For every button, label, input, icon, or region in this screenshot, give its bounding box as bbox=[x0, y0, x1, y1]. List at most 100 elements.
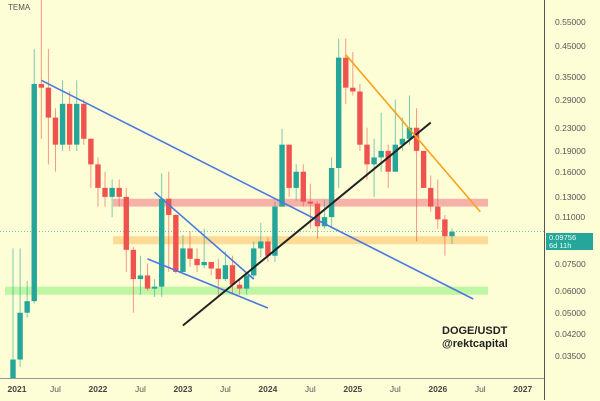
candle bbox=[449, 231, 455, 237]
price-tick-label: 0.35000 bbox=[555, 71, 586, 82]
price-tick-label: 0.07500 bbox=[555, 258, 586, 269]
candle bbox=[215, 268, 222, 280]
candle bbox=[187, 248, 193, 259]
price-tick-label: 0.05000 bbox=[555, 307, 586, 318]
candle bbox=[251, 248, 257, 276]
current-price-tag: 0.09756 6d 11h bbox=[546, 233, 593, 250]
candle bbox=[45, 87, 52, 118]
candlestick-chart bbox=[0, 0, 544, 378]
candle bbox=[265, 241, 271, 256]
resistance-zone bbox=[113, 198, 488, 207]
macro-downtrend-trendline[interactable] bbox=[40, 79, 474, 300]
candle bbox=[442, 219, 448, 237]
candle bbox=[59, 103, 66, 145]
time-tick-label: Jul bbox=[135, 384, 146, 394]
candle bbox=[420, 150, 427, 188]
candle bbox=[95, 164, 101, 188]
candle bbox=[413, 127, 420, 151]
price-tick-label: 0.11000 bbox=[555, 212, 586, 223]
candle bbox=[17, 312, 23, 360]
candle bbox=[10, 359, 16, 378]
candle bbox=[151, 286, 158, 289]
chart-plot-area[interactable]: TEMA DOGE/USDT @rektcapital bbox=[0, 0, 544, 378]
candle bbox=[428, 187, 434, 207]
price-axis[interactable]: 0.55000 0.45000 0.35000 0.29000 0.23000 0.190… bbox=[544, 0, 600, 400]
price-tick-label: 0.19000 bbox=[555, 145, 586, 156]
candle bbox=[371, 157, 377, 165]
candle bbox=[137, 275, 144, 280]
price-tick-label: 0.04200 bbox=[555, 328, 586, 339]
candle bbox=[378, 150, 384, 158]
candle-countdown: 6d 11h bbox=[549, 241, 572, 250]
candle bbox=[272, 206, 278, 256]
candle bbox=[74, 103, 80, 145]
candle bbox=[307, 201, 314, 204]
price-tick-label: 0.29000 bbox=[555, 94, 586, 105]
time-tick-label: Jul bbox=[389, 384, 401, 394]
2025-downtrend-trendline[interactable] bbox=[345, 54, 481, 213]
candle bbox=[258, 241, 264, 249]
candle bbox=[109, 187, 115, 197]
time-tick-label: 2027 bbox=[513, 384, 533, 394]
time-tick-label: 2026 bbox=[428, 384, 448, 394]
candle bbox=[24, 301, 30, 313]
candle bbox=[208, 261, 214, 269]
time-axis[interactable]: 2021 Jul 2022 Jul 2023 Jul 2024 Jul 2025 Jul 2026 J… bbox=[0, 378, 544, 401]
candle bbox=[88, 138, 94, 165]
price-tick-label: 0.55000 bbox=[555, 17, 586, 27]
candle bbox=[166, 198, 172, 215]
candle bbox=[173, 214, 179, 272]
candle bbox=[300, 171, 306, 202]
price-tick-label: 0.16000 bbox=[555, 166, 586, 177]
time-tick-label: Jul bbox=[474, 384, 486, 394]
price-tick-label: 0.06000 bbox=[555, 285, 586, 296]
candle bbox=[286, 144, 292, 188]
candle bbox=[385, 150, 391, 172]
candle bbox=[123, 196, 129, 250]
candle bbox=[66, 103, 73, 145]
falling-wedge-lower-trendline[interactable] bbox=[147, 258, 269, 309]
candle bbox=[335, 57, 342, 168]
candle bbox=[399, 138, 406, 145]
candle bbox=[243, 275, 250, 289]
candle bbox=[229, 265, 236, 285]
time-tick-label: 2022 bbox=[88, 384, 108, 394]
candle bbox=[392, 144, 399, 172]
candle bbox=[279, 144, 285, 207]
candle bbox=[201, 261, 207, 266]
time-tick-label: Jul bbox=[50, 384, 61, 394]
candle bbox=[328, 167, 335, 218]
uptrend-trendline[interactable] bbox=[182, 121, 432, 327]
price-tick-label: 0.03500 bbox=[555, 351, 586, 361]
candle bbox=[130, 249, 137, 280]
symbol-label: DOGE/USDT bbox=[442, 325, 508, 337]
time-tick-label: 2023 bbox=[173, 384, 193, 394]
chart-watermark: DOGE/USDT @rektcapital bbox=[442, 325, 508, 351]
candle bbox=[350, 87, 356, 92]
falling-wedge-upper-trendline[interactable] bbox=[154, 191, 255, 280]
candle bbox=[81, 103, 87, 139]
candle bbox=[435, 206, 441, 220]
time-tick-label: Jul bbox=[304, 384, 316, 394]
candle bbox=[38, 83, 45, 88]
time-tick-label: Jul bbox=[219, 384, 231, 394]
candle bbox=[116, 187, 122, 197]
price-tick-label: 0.13000 bbox=[555, 191, 586, 202]
price-tick-label: 0.45000 bbox=[555, 41, 586, 52]
candle bbox=[236, 284, 243, 289]
time-tick-label: 2025 bbox=[343, 384, 363, 394]
author-label: @rektcapital bbox=[442, 338, 508, 350]
candle bbox=[31, 83, 37, 302]
time-tick-label: 2021 bbox=[7, 384, 27, 394]
indicator-legend: TEMA bbox=[8, 3, 31, 12]
candle bbox=[194, 258, 200, 266]
candle bbox=[144, 275, 151, 289]
candle bbox=[158, 198, 165, 287]
candle bbox=[102, 187, 108, 197]
candle bbox=[343, 57, 349, 88]
time-tick-label: 2024 bbox=[258, 384, 278, 394]
candle bbox=[222, 265, 229, 280]
candle bbox=[321, 217, 328, 227]
candle bbox=[364, 144, 370, 165]
candle bbox=[406, 127, 413, 139]
